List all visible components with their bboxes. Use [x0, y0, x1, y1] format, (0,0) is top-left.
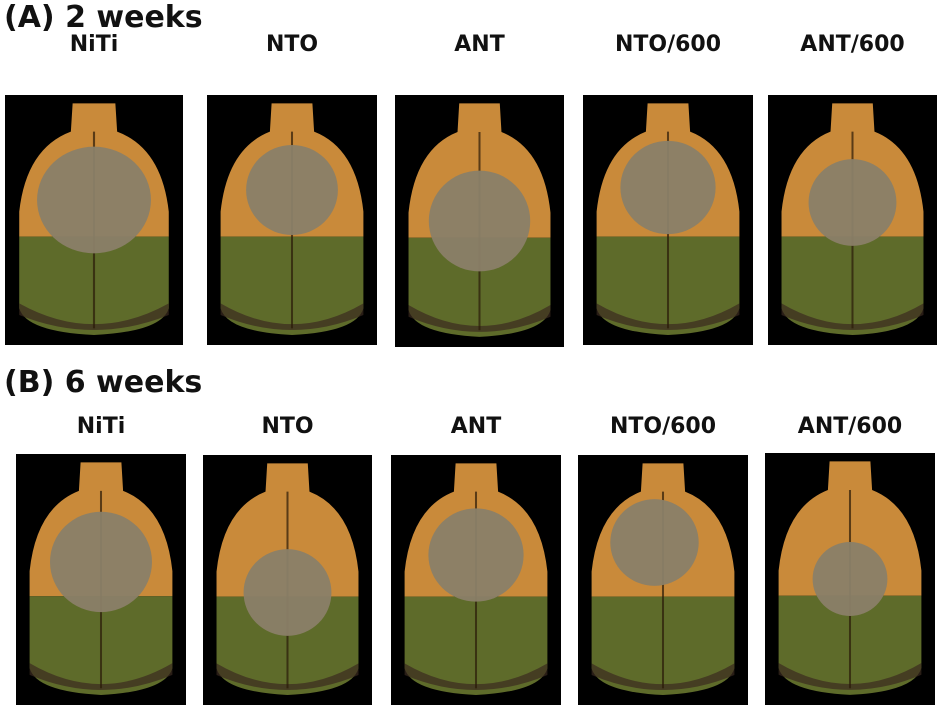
defect-site: [620, 140, 716, 235]
sample-label: NTO/600: [609, 414, 717, 439]
defect-site: [428, 170, 531, 272]
defect-site: [428, 508, 524, 602]
sample-label: ANT/600: [800, 32, 905, 57]
sample-label: NTO: [261, 414, 314, 439]
micro-ct-image: [578, 455, 748, 705]
micro-ct-image: [203, 455, 372, 705]
micro-ct-image: [16, 454, 186, 705]
sample-label: NiTi: [69, 32, 119, 57]
defect-site: [37, 146, 151, 254]
defect-site: [812, 542, 888, 616]
defect-site: [610, 499, 699, 586]
micro-ct-image: [5, 95, 183, 345]
micro-ct-image: [583, 95, 753, 345]
sample-label: ANT: [450, 414, 502, 439]
micro-ct-image: [768, 95, 937, 345]
defect-site: [246, 145, 338, 235]
sample-label: ANT/600: [797, 414, 903, 439]
defect-site: [808, 159, 897, 246]
sample-label: ANT: [454, 32, 505, 57]
micro-ct-image: [765, 453, 935, 705]
defect-site: [243, 549, 332, 636]
sample-label: NTO/600: [614, 32, 722, 57]
micro-ct-image: [395, 95, 564, 347]
micro-ct-image: [391, 455, 561, 705]
section-title-a: (A) 2 weeks: [4, 0, 203, 35]
sample-label: NTO: [265, 32, 319, 57]
micro-ct-image: [207, 95, 377, 345]
sample-label: NiTi: [76, 414, 126, 439]
section-title-b: (B) 6 weeks: [4, 365, 203, 400]
defect-site: [50, 511, 152, 613]
